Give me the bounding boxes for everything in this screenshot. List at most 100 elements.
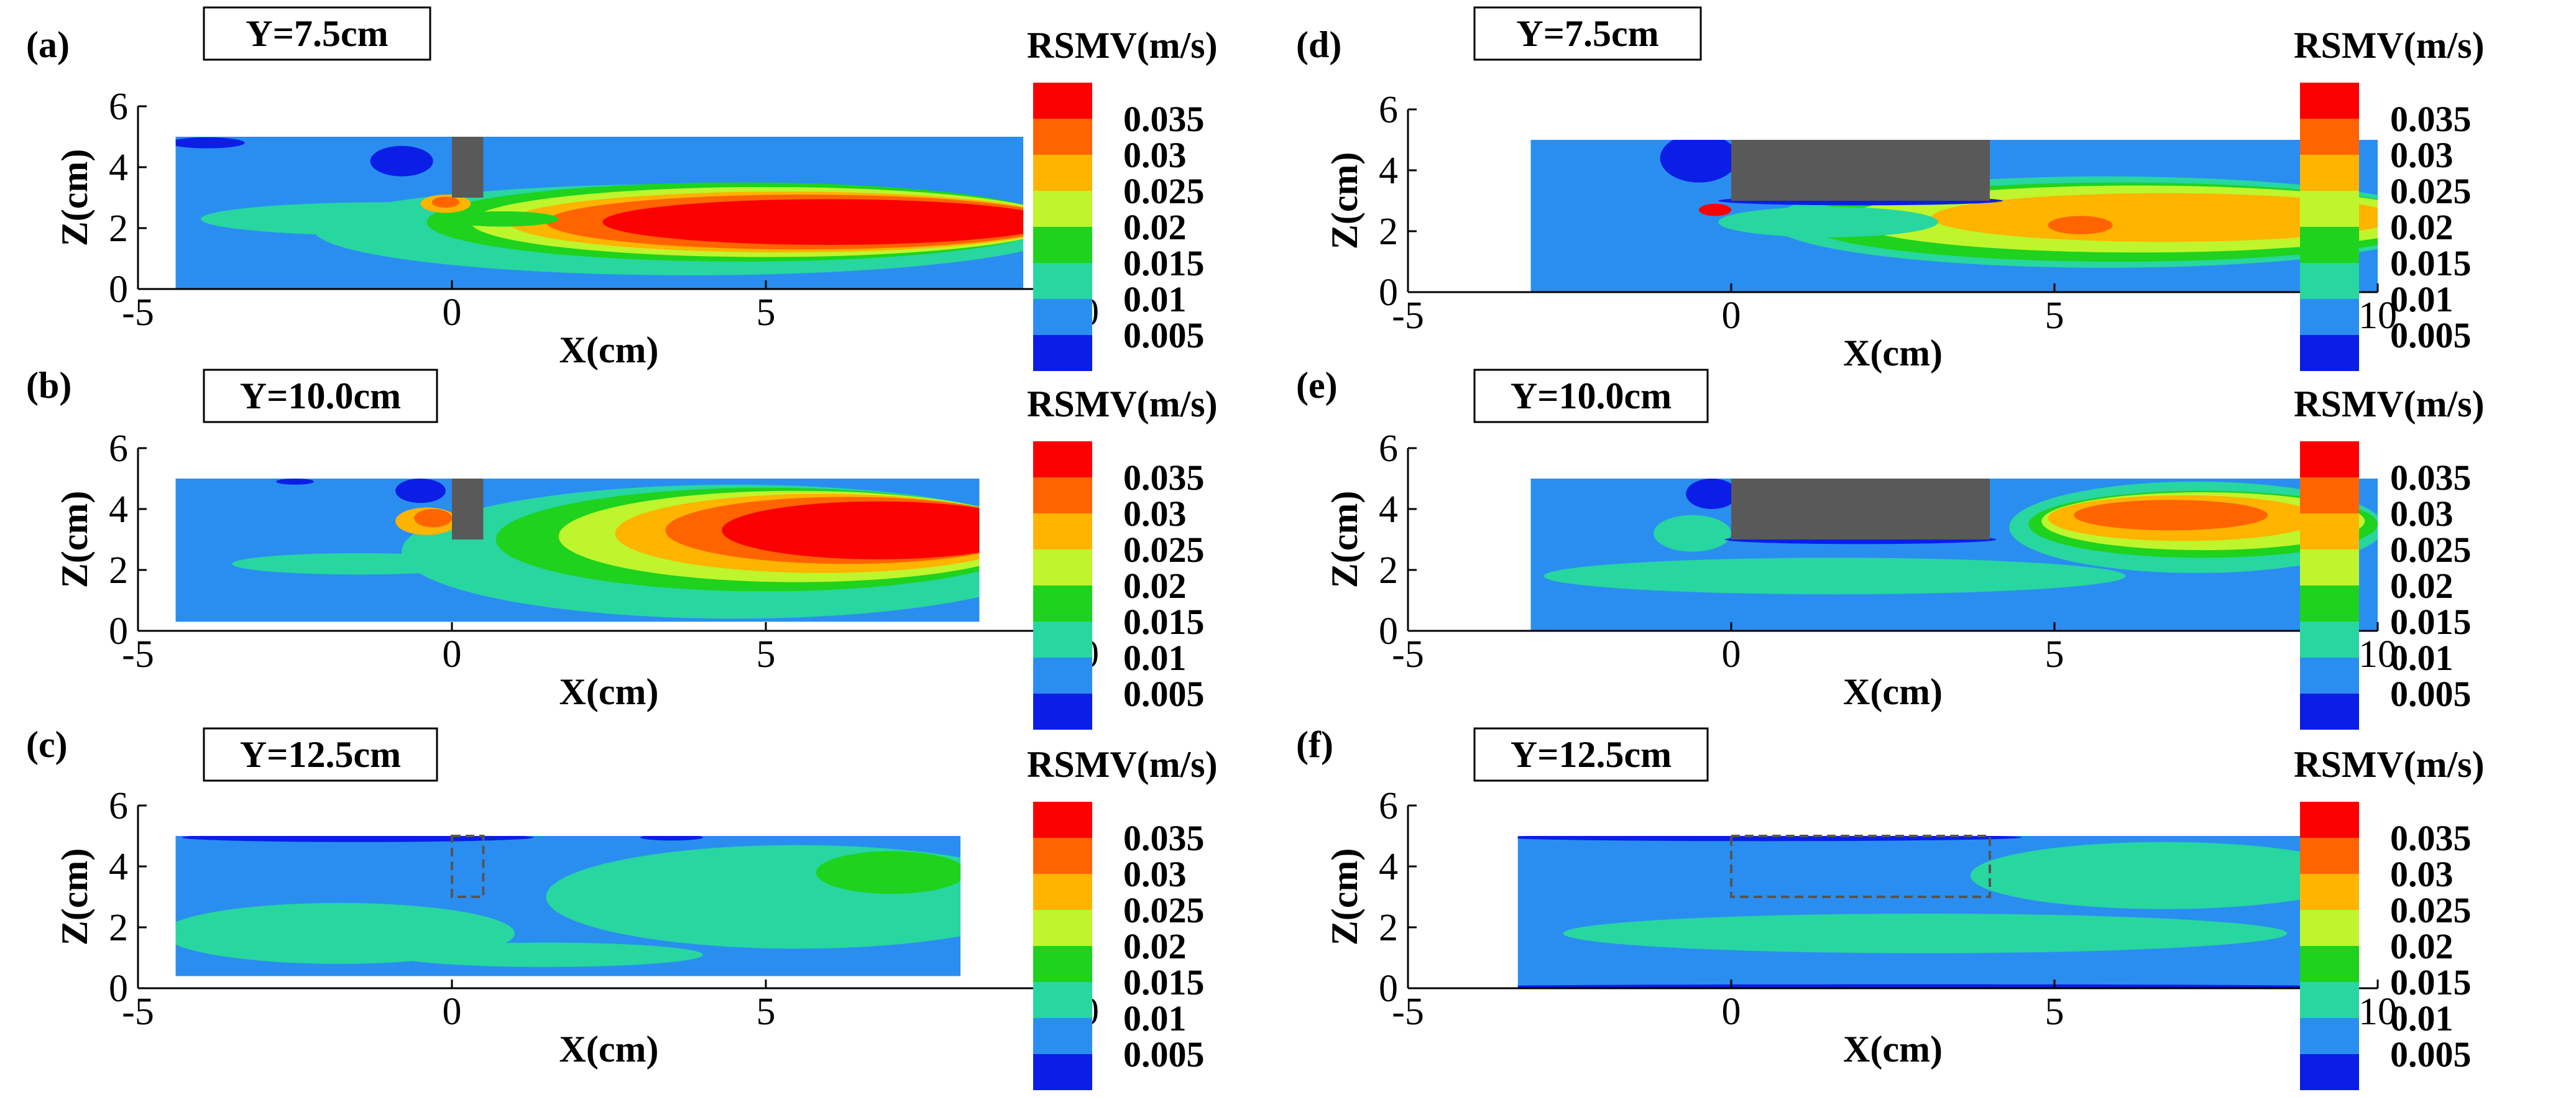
contour-band-level-0	[395, 479, 446, 503]
y-tick-label: 0	[109, 968, 128, 1010]
plane-title: Y=10.0cm	[1511, 375, 1672, 416]
legend-level-label: 0.025	[2390, 890, 2472, 930]
plane-title: Y=7.5cm	[246, 13, 388, 54]
legend-swatch-level-4	[2300, 910, 2359, 946]
contour-band-level-3	[445, 211, 559, 227]
legend-swatch-level-0	[2300, 1054, 2359, 1090]
legend-title: RSMV(m/s)	[1027, 744, 1218, 785]
y-tick-label: 2	[1379, 211, 1398, 253]
legend-swatch-level-7	[2300, 802, 2359, 838]
legend-level-label: 0.015	[2390, 962, 2472, 1003]
contour-band-level-2	[389, 942, 703, 967]
contour-field	[175, 836, 961, 976]
contour-band-level-2	[232, 553, 484, 575]
y-tick-label: 4	[109, 846, 128, 888]
legend-level-label: 0.025	[1123, 530, 1205, 570]
contour-band-level-7	[722, 501, 980, 559]
legend-level-label: 0.025	[1123, 890, 1205, 930]
legend-level-label: 0.025	[2390, 530, 2472, 570]
legend-swatch-level-3	[1033, 227, 1092, 263]
legend-swatch-level-4	[2300, 191, 2359, 227]
legend-swatch-level-1	[1033, 658, 1092, 694]
legend-level-label: 0.01	[1123, 279, 1187, 319]
legend-level-label: 0.03	[2390, 135, 2454, 175]
x-tick-label: 0	[443, 633, 462, 676]
x-tick-label: -5	[1392, 295, 1424, 337]
legend-title: RSMV(m/s)	[2294, 383, 2485, 425]
legend-swatch-level-5	[2300, 874, 2359, 910]
legend-level-label: 0.01	[1123, 638, 1187, 678]
x-tick-label: -5	[1392, 633, 1424, 676]
legend-swatch-level-5	[2300, 155, 2359, 191]
legend-swatch-level-0	[2300, 335, 2359, 371]
title-box	[203, 369, 438, 423]
legend: RSMV(m/s) 0.0350.030.0250.020.0150.010.00…	[2294, 744, 2485, 1090]
legend-swatch-level-4	[1033, 191, 1092, 227]
y-tick-label: 2	[109, 208, 128, 250]
plane-title: Y=7.5cm	[1516, 13, 1658, 54]
x-tick-label: -5	[122, 991, 154, 1033]
title-box	[203, 727, 438, 782]
panel-label: (e)	[1296, 365, 1338, 406]
legend-level-label: 0.025	[1123, 171, 1205, 211]
legend-title: RSMV(m/s)	[2294, 25, 2485, 66]
x-tick-label: 5	[757, 291, 776, 334]
legend-swatch-level-2	[2300, 622, 2359, 658]
y-tick-label: 6	[1379, 785, 1398, 827]
legend-swatch-level-1	[2300, 1018, 2359, 1054]
contour-band-level-0	[1517, 984, 2352, 988]
legend-swatch-level-7	[2300, 441, 2359, 477]
legend-level-label: 0.03	[2390, 854, 2454, 894]
legend-level-label: 0.035	[1123, 818, 1205, 858]
y-tick-label: 4	[1379, 489, 1398, 531]
panel-label: (a)	[26, 24, 70, 65]
legend: RSMV(m/s) 0.0350.030.0250.020.0150.010.00…	[2294, 383, 2485, 730]
legend-swatch-level-0	[1033, 694, 1092, 730]
x-axis-label: X(cm)	[1843, 671, 1943, 712]
contour-band-level-2	[1718, 206, 1938, 237]
y-tick-label: 4	[1379, 846, 1398, 888]
contour-band-level-3	[816, 851, 961, 894]
legend-level-label: 0.005	[1123, 315, 1205, 356]
contour-band-level-0	[1660, 140, 1738, 183]
panel-b: -505100246X(cm)Z(cm)(b)Y=10.0cmRSMV(m/s)…	[26, 365, 1218, 730]
y-tick-label: 6	[109, 428, 128, 470]
y-tick-label: 0	[1379, 968, 1398, 1010]
x-tick-label: 10	[2358, 991, 2397, 1033]
legend-swatch-level-6	[1033, 838, 1092, 874]
y-tick-label: 6	[109, 86, 128, 128]
panel-label: (f)	[1296, 724, 1333, 765]
legend-level-label: 0.01	[2390, 638, 2454, 678]
contour-band-level-6	[2074, 500, 2268, 531]
legend-swatch-level-6	[1033, 119, 1092, 155]
legend-swatch-level-3	[1033, 585, 1092, 622]
y-tick-label: 0	[1379, 272, 1398, 314]
y-axis-label: Z(cm)	[1324, 152, 1365, 250]
contour-band-level-2	[1970, 842, 2352, 909]
contour-field	[1517, 836, 2352, 988]
contour-band-level-2	[546, 845, 961, 949]
y-axis-label: Z(cm)	[54, 149, 95, 247]
legend-level-label: 0.005	[2390, 674, 2472, 714]
legend-title: RSMV(m/s)	[1027, 25, 1218, 66]
legend-swatch-level-6	[2300, 119, 2359, 155]
y-tick-label: 0	[1379, 610, 1398, 653]
legend-swatch-level-2	[1033, 263, 1092, 299]
y-axis-label: Z(cm)	[1324, 848, 1365, 946]
plane-title: Y=10.0cm	[240, 375, 401, 416]
y-axis-label: Z(cm)	[1324, 491, 1365, 589]
contour-band-level-5	[1931, 193, 2378, 242]
legend-swatch-level-5	[2300, 513, 2359, 549]
contour-field	[175, 479, 980, 622]
title-box	[1473, 727, 1709, 782]
x-tick-label: 5	[2045, 633, 2064, 676]
obstacle	[452, 137, 484, 198]
x-axis-label: X(cm)	[1843, 333, 1943, 374]
legend-swatch-level-4	[2300, 549, 2359, 585]
obstacle	[452, 479, 484, 539]
y-tick-label: 6	[1379, 428, 1398, 470]
legend-level-label: 0.03	[1123, 135, 1187, 175]
y-tick-label: 2	[1379, 549, 1398, 592]
contour-band-level-7	[602, 199, 1024, 245]
